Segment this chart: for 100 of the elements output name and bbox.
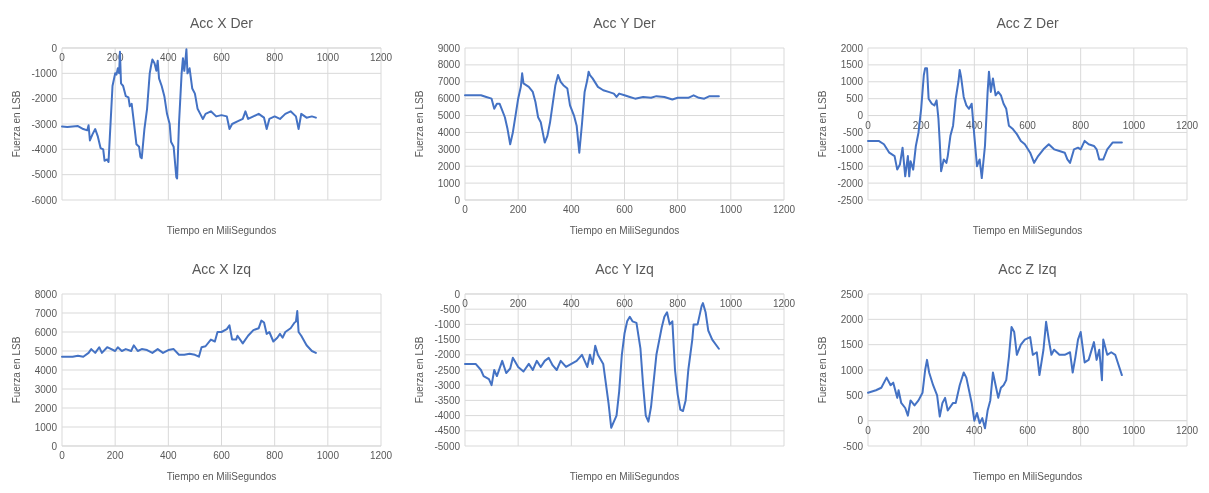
x-tick-label: 1200	[772, 204, 796, 215]
y-tick-label: -1000	[434, 318, 461, 330]
x-axis-title: Tiempo en MiliSegundos	[972, 471, 1083, 482]
x-tick-label: 0	[59, 52, 66, 63]
x-axis-title: Tiempo en MiliSegundos	[569, 225, 680, 236]
y-tick-label: -3000	[434, 379, 461, 391]
y-tick-label: 9000	[437, 42, 461, 54]
y-tick-label: 0	[857, 110, 864, 122]
y-tick-label: -4000	[434, 410, 461, 422]
y-tick-label: 2000	[437, 160, 461, 172]
y-tick-label: -1500	[837, 160, 864, 172]
x-tick-label: 600	[1019, 424, 1037, 436]
y-tick-label: 3000	[34, 383, 58, 395]
x-tick-label: 800	[669, 298, 687, 309]
y-tick-label: 1000	[840, 364, 864, 376]
y-tick-label: -2000	[31, 93, 58, 105]
y-tick-label: -1000	[837, 143, 864, 155]
x-tick-label: 400	[159, 450, 178, 461]
y-tick-label: 0	[51, 440, 58, 452]
y-tick-label: -2500	[434, 364, 461, 376]
y-tick-label: -500	[439, 303, 461, 315]
x-tick-label: 1200	[369, 52, 393, 63]
y-tick-label: 1500	[840, 59, 864, 71]
chart-title: Acc Y Der	[593, 15, 657, 31]
x-tick-label: 0	[865, 119, 872, 131]
y-tick-label: -2000	[434, 349, 461, 361]
x-tick-label: 1200	[772, 298, 796, 309]
y-tick-label: -500	[842, 440, 864, 452]
y-tick-label: 0	[51, 42, 58, 54]
x-tick-label: 800	[1072, 119, 1090, 131]
line-series	[464, 70, 720, 154]
y-tick-label: 5000	[34, 345, 58, 357]
x-tick-label: 1000	[316, 450, 340, 461]
x-tick-label: 400	[562, 298, 581, 309]
y-axis-title: Fuerza en LSB	[817, 90, 828, 158]
x-tick-label: 1000	[1122, 424, 1146, 436]
y-tick-label: -3500	[434, 394, 461, 406]
y-axis-title: Fuerza en LSB	[11, 336, 22, 404]
y-tick-label: 0	[454, 194, 461, 206]
x-tick-label: 0	[462, 204, 469, 215]
x-tick-label: 1000	[719, 204, 743, 215]
x-tick-label: 600	[616, 204, 634, 215]
y-tick-label: 8000	[34, 288, 58, 300]
y-tick-label: 2000	[840, 42, 864, 54]
y-tick-label: -500	[842, 126, 864, 138]
x-tick-label: 200	[106, 450, 124, 461]
y-tick-label: 2500	[840, 288, 864, 300]
y-tick-label: 5000	[437, 110, 461, 122]
chart-title: Acc Z Der	[996, 15, 1059, 31]
x-tick-label: 400	[965, 424, 984, 436]
y-tick-label: 6000	[34, 326, 58, 338]
y-tick-label: 2000	[34, 402, 58, 414]
y-tick-label: 4000	[34, 364, 58, 376]
x-tick-label: 0	[59, 450, 66, 461]
x-tick-label: 200	[509, 204, 527, 215]
x-tick-label: 600	[213, 450, 231, 461]
x-tick-label: 0	[462, 298, 469, 309]
y-tick-label: 6000	[437, 93, 461, 105]
x-tick-label: 600	[213, 52, 231, 63]
x-axis-title: Tiempo en MiliSegundos	[166, 471, 277, 482]
y-tick-label: 1000	[437, 177, 461, 189]
y-tick-label: -1000	[31, 67, 58, 79]
line-series	[867, 67, 1123, 180]
x-tick-label: 200	[912, 424, 930, 436]
y-tick-label: 4000	[437, 126, 461, 138]
chart-title: Acc Z Izq	[998, 261, 1057, 277]
chart-title: Acc Y Izq	[595, 261, 654, 277]
y-tick-label: -2500	[837, 194, 864, 206]
chart-title: Acc X Der	[189, 15, 254, 31]
x-tick-label: 1000	[1122, 119, 1146, 131]
y-tick-label: -2000	[837, 177, 864, 189]
y-tick-label: -1500	[434, 334, 461, 346]
line-series	[61, 310, 317, 358]
x-tick-label: 0	[865, 424, 872, 436]
x-tick-label: 200	[509, 298, 527, 309]
y-tick-label: -5000	[31, 169, 58, 181]
y-tick-label: 7000	[437, 76, 461, 88]
y-tick-label: 2000	[840, 313, 864, 325]
y-tick-label: 0	[857, 415, 864, 427]
y-tick-label: 8000	[437, 59, 461, 71]
y-tick-label: 7000	[34, 307, 58, 319]
x-tick-label: 1000	[316, 52, 340, 63]
y-tick-label: -4500	[434, 425, 461, 437]
x-tick-label: 800	[1072, 424, 1090, 436]
y-tick-label: -5000	[434, 440, 461, 452]
x-axis-title: Tiempo en MiliSegundos	[569, 471, 680, 482]
y-tick-label: 500	[846, 93, 864, 105]
x-tick-label: 800	[669, 204, 687, 215]
y-axis-title: Fuerza en LSB	[817, 336, 828, 404]
y-tick-label: 0	[454, 288, 461, 300]
chart-title: Acc X Izq	[191, 261, 252, 277]
y-tick-label: -4000	[31, 143, 58, 155]
x-tick-label: 800	[266, 52, 284, 63]
x-tick-label: 400	[562, 204, 581, 215]
y-axis-title: Fuerza en LSB	[414, 90, 425, 158]
x-tick-label: 1200	[1175, 424, 1199, 436]
x-tick-label: 800	[266, 450, 284, 461]
y-tick-label: 500	[846, 389, 864, 401]
x-tick-label: 1000	[719, 298, 743, 309]
x-tick-label: 1200	[369, 450, 393, 461]
